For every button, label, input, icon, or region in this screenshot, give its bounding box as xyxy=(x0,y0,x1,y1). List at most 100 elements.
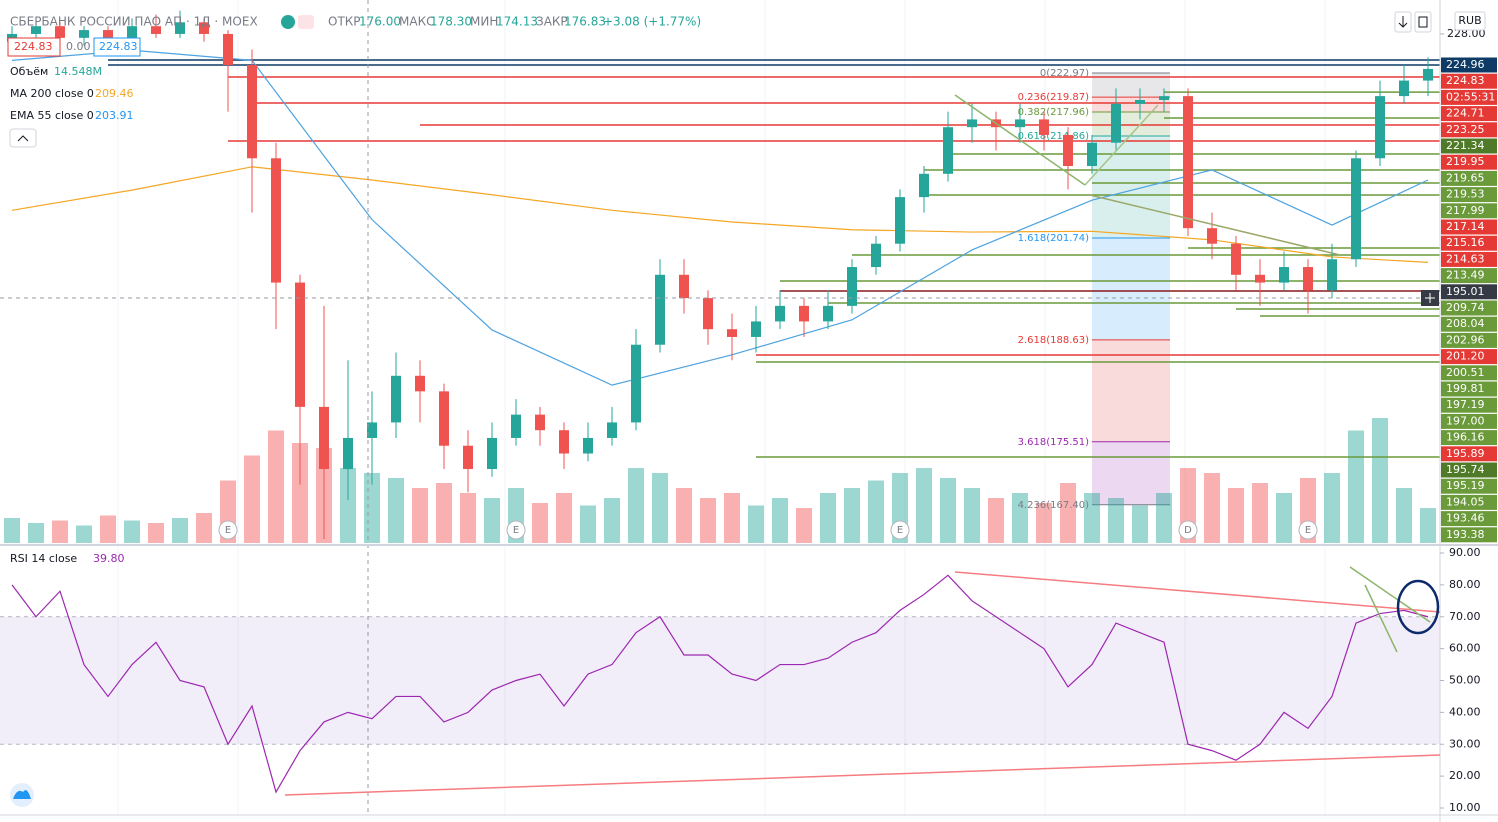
candle-body xyxy=(127,26,137,42)
volume-bar xyxy=(1132,505,1148,543)
level-label: 201.20 xyxy=(1446,350,1485,363)
candle-body xyxy=(1231,243,1241,275)
level-label-box xyxy=(1441,122,1497,138)
level-label: 202.96 xyxy=(1446,333,1485,346)
candle-body xyxy=(247,65,257,159)
level-label: 213.49 xyxy=(1446,269,1485,282)
event-marker xyxy=(218,520,238,540)
level-label: 217.14 xyxy=(1446,220,1485,233)
rsi-tick-label: 40.00 xyxy=(1449,705,1481,718)
candle-body xyxy=(1327,259,1337,291)
volume-bar xyxy=(1204,473,1220,543)
volume-bar xyxy=(76,525,92,543)
event-marker xyxy=(1298,520,1318,540)
candle-body xyxy=(1039,119,1049,135)
candle-body xyxy=(535,414,545,431)
volume-bar xyxy=(676,488,692,543)
level-label-box xyxy=(1441,381,1497,397)
candle-body xyxy=(55,26,65,38)
level-label: 214.63 xyxy=(1446,252,1485,265)
candle-body xyxy=(295,282,305,407)
fib-band xyxy=(1092,136,1170,238)
status-icon[interactable] xyxy=(298,15,314,29)
candle-body xyxy=(1135,99,1145,104)
candle-body xyxy=(199,22,209,34)
candle-body xyxy=(895,197,905,244)
level-label: 223.25 xyxy=(1446,123,1485,136)
volume-bar xyxy=(148,523,164,543)
rsi-tick-label: 20.00 xyxy=(1449,769,1481,782)
vertical-grid xyxy=(117,0,1326,815)
fib-band xyxy=(1092,97,1170,112)
level-label-box xyxy=(1441,300,1497,316)
button-maximize[interactable] xyxy=(1414,11,1432,33)
candle-body xyxy=(943,127,953,174)
event-label: E xyxy=(897,525,903,536)
legend-ma200-value: 209.46 xyxy=(95,87,134,100)
candle-body xyxy=(751,321,761,337)
candle-body xyxy=(223,33,233,66)
volume-bar xyxy=(1372,418,1388,543)
level-label: 200.51 xyxy=(1446,366,1485,379)
volume-bar xyxy=(1324,473,1340,543)
candle-body xyxy=(1111,103,1121,143)
event-marker xyxy=(890,520,910,540)
level-label-box xyxy=(1441,527,1497,543)
close-value: 176.83 xyxy=(564,15,606,29)
currency-box[interactable] xyxy=(1454,11,1486,31)
level-label-box xyxy=(1441,73,1497,89)
level-label: 197.00 xyxy=(1446,414,1485,427)
candle-body xyxy=(511,414,521,438)
price-box-spread: 0.00 xyxy=(66,40,91,53)
volume-bar xyxy=(1396,488,1412,543)
symbol: СБЕРБАНК РОССИИ ПАО АП · 1Д · MOEX xyxy=(10,15,258,29)
volume-bar xyxy=(748,505,764,543)
price-box[interactable] xyxy=(7,37,61,57)
level-label: 215.16 xyxy=(1446,236,1485,249)
fib-band xyxy=(1092,339,1170,442)
volume-bar xyxy=(1348,430,1364,543)
candle-body xyxy=(439,391,449,446)
level-label: 02:55:31 xyxy=(1446,90,1495,103)
level-label: 197.19 xyxy=(1446,398,1485,411)
candle-body xyxy=(391,375,401,423)
level-label: 195.19 xyxy=(1446,479,1485,492)
volume-bar xyxy=(580,505,596,543)
high-value: 178.30 xyxy=(430,15,472,29)
volume-bar xyxy=(1108,498,1124,543)
volume-bar xyxy=(628,468,644,543)
logo-icon xyxy=(13,790,31,799)
volume-bar xyxy=(796,508,812,543)
collapse-button[interactable] xyxy=(9,128,37,148)
status-dot[interactable] xyxy=(281,15,295,29)
level-label-box xyxy=(1441,284,1497,300)
volume-bar xyxy=(460,493,476,543)
level-label-box xyxy=(1441,430,1497,446)
fib-label: 1.618(201.74) xyxy=(1018,233,1090,244)
candle-body xyxy=(1255,274,1265,283)
rsi-tick-label: 70.00 xyxy=(1449,610,1481,623)
rsi-tick-label: 50.00 xyxy=(1449,674,1481,687)
low-label: МИН xyxy=(470,15,498,29)
candle-body xyxy=(175,22,185,34)
level-label: 194.05 xyxy=(1446,495,1485,508)
currency: RUB xyxy=(1458,14,1481,27)
fib-band xyxy=(1092,441,1170,505)
candle-body xyxy=(583,437,593,454)
level-label: 217.99 xyxy=(1446,204,1485,217)
volume-bar xyxy=(1420,508,1436,543)
price-box[interactable] xyxy=(93,37,141,57)
volume-name: Объём xyxy=(10,65,48,78)
candle-body xyxy=(823,305,833,322)
candle-body xyxy=(1351,158,1361,260)
volume-bar xyxy=(604,498,620,543)
volume-bar xyxy=(1276,493,1292,543)
fib-band xyxy=(1092,111,1170,137)
volume-bar xyxy=(988,498,1004,543)
level-label-box xyxy=(1441,89,1497,105)
level-label: 195.89 xyxy=(1446,447,1485,460)
rsi-tick-label: 60.00 xyxy=(1449,642,1481,655)
candle-body xyxy=(1087,142,1097,167)
fib-label: 3.618(175.51) xyxy=(1018,437,1090,448)
